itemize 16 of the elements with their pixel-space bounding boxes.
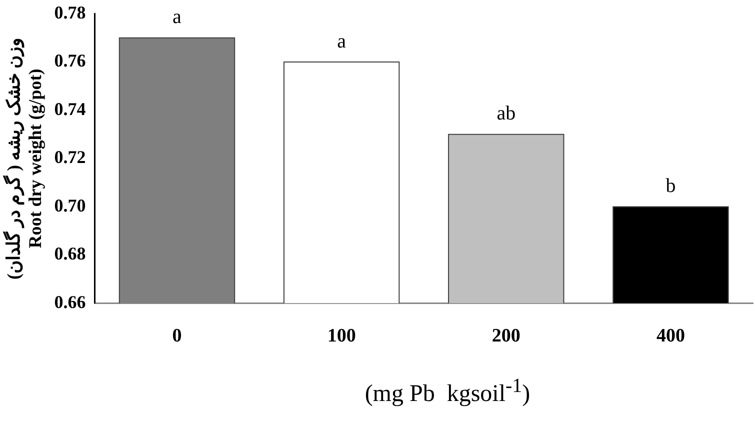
x-tick-label: 0 [172,326,182,347]
x-tick-label: 400 [656,326,685,347]
y-tick-label: 0.66 [54,292,86,312]
y-tick-label: 0.70 [54,195,86,216]
annotation: b [666,174,676,197]
annotation: ab [496,102,516,125]
annotation: a [337,30,346,52]
x-tick-label: 200 [492,326,520,347]
x-axis-title: (mg Pb kgsoil$^{-1}$) [364,375,532,408]
y-tick-label: 0.74 [54,98,86,119]
y-tick-label: 0.76 [54,50,86,71]
y-tick-label: 0.68 [54,244,86,264]
x-tick-label: 100 [327,326,356,347]
y-tick-label: 0.72 [54,147,86,168]
y-tick-label: 0.78 [54,2,86,22]
annotation: a [172,6,182,28]
